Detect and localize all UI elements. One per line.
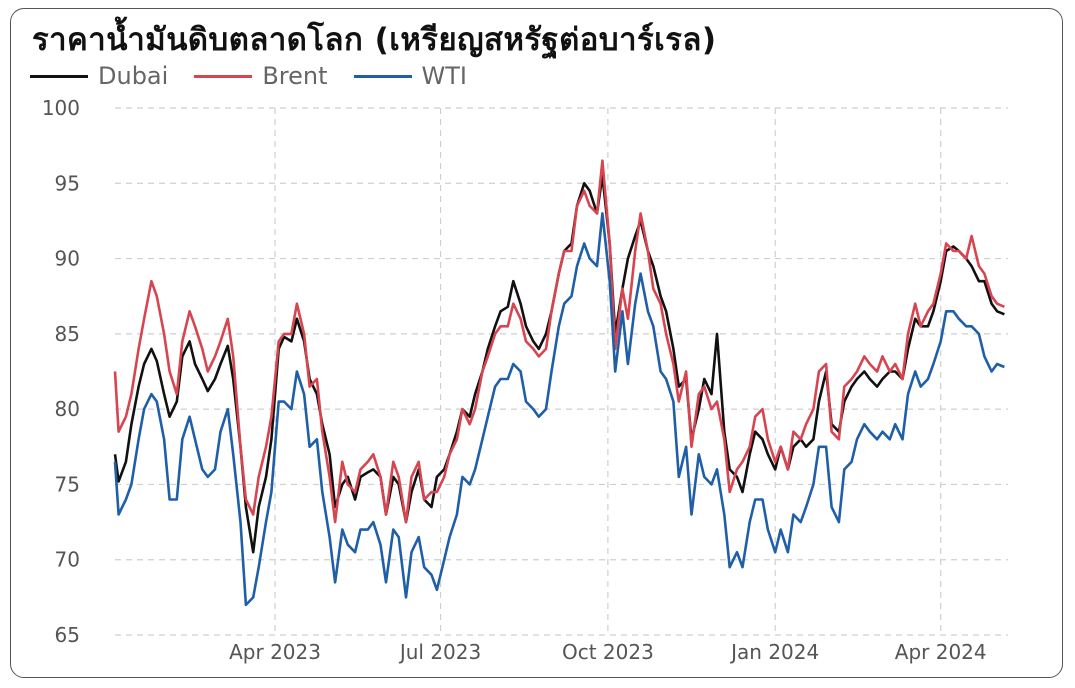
legend-item-dubai: Dubai — [30, 62, 168, 90]
legend-item-wti: WTI — [353, 62, 467, 90]
legend-swatch-dubai — [30, 74, 88, 78]
y-tick-label: 85 — [55, 322, 80, 346]
y-tick-label: 95 — [55, 171, 80, 195]
legend-swatch-brent — [194, 74, 253, 78]
y-tick-label: 100 — [42, 96, 80, 120]
legend-swatch-wti — [353, 74, 412, 78]
legend-item-brent: Brent — [194, 62, 328, 90]
y-tick-label: 75 — [55, 472, 80, 496]
y-tick-label: 65 — [55, 623, 80, 647]
series-line-brent — [113, 159, 1005, 524]
x-axis-ticks: Apr 2023 Jul 2023 Oct 2023 Jan 2024 Apr 2024 — [229, 640, 987, 664]
x-tick-label: Apr 2023 — [229, 640, 321, 664]
x-tick-label: Jul 2023 — [398, 640, 481, 664]
chart-title: ราคาน้ำมันดิบตลาดโลก (เหรียญสหรัฐต่อบาร์… — [32, 22, 717, 58]
x-tick-label: Oct 2023 — [562, 640, 654, 664]
legend-label-brent: Brent — [262, 62, 328, 90]
chart-frame — [10, 8, 1063, 678]
legend-label-wti: WTI — [421, 62, 467, 90]
y-axis-ticks: 65 70 75 80 85 90 95 100 — [42, 96, 80, 647]
series-lines — [113, 159, 1005, 607]
x-tick-label: Apr 2024 — [895, 640, 987, 664]
y-tick-label: 80 — [55, 397, 80, 421]
x-tick-label: Jan 2024 — [729, 640, 819, 664]
series-line-wti — [113, 212, 1005, 607]
y-tick-label: 90 — [55, 247, 80, 271]
chart-legend: Dubai Brent WTI — [30, 62, 483, 90]
legend-label-dubai: Dubai — [98, 62, 169, 90]
grid-lines — [115, 107, 1008, 636]
y-tick-label: 70 — [55, 548, 80, 572]
